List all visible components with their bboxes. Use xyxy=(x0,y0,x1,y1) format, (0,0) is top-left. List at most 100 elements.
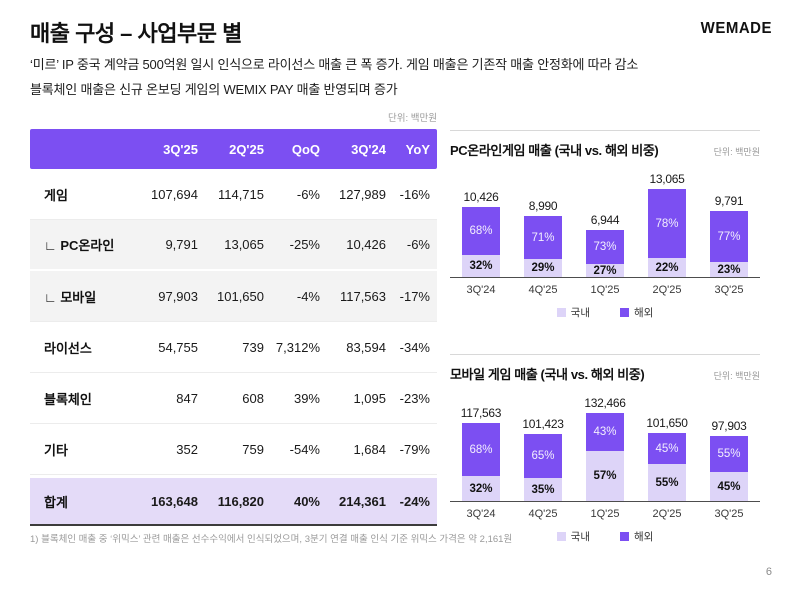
table-row: 게임 107,694 114,715 -6% 127,989 -16% xyxy=(30,169,437,220)
overseas-segment: 77% xyxy=(710,211,748,262)
revenue-table-section: 단위: 백만원 3Q'25 2Q'25 QoQ 3Q'24 YoY 게임 107,694 11… xyxy=(30,110,437,526)
bar-total-label: 101,650 xyxy=(646,416,688,430)
stacked-bar: 43% 57% xyxy=(586,413,624,501)
domestic-segment: 27% xyxy=(586,264,624,277)
table-cell: 107,694 xyxy=(151,186,198,202)
overseas-segment: 78% xyxy=(648,189,686,258)
x-axis-line xyxy=(450,501,760,502)
x-axis-tick-label: 3Q'24 xyxy=(466,284,496,296)
x-axis-tick-label: 1Q'25 xyxy=(590,508,620,520)
mobile-chart: 모바일 게임 매출 (국내 vs. 해외 비중) 단위: 백만원 117,563… xyxy=(450,354,760,557)
bar-group: 132,466 43% 57% xyxy=(578,396,632,501)
charts-panel: PC온라인게임 매출 (국내 vs. 해외 비중) 단위: 백만원 10,426… xyxy=(450,130,760,557)
domestic-segment: 22% xyxy=(648,258,686,277)
row-label: 합계 xyxy=(44,494,68,510)
chart-legend: 국내 해외 xyxy=(450,305,760,333)
row-label: 블록체인 xyxy=(44,391,92,407)
table-cell: 83,594 xyxy=(346,339,386,355)
legend-label: 국내 xyxy=(570,531,590,543)
table-cell: 214,361 xyxy=(339,493,386,509)
bar-total-label: 132,466 xyxy=(584,396,626,410)
legend-item-domestic: 국내 xyxy=(556,529,590,544)
domestic-segment: 29% xyxy=(524,259,562,277)
table-cell: 97,903 xyxy=(158,288,198,304)
overseas-segment: 43% xyxy=(586,413,624,451)
bar-total-label: 10,426 xyxy=(463,190,499,204)
overseas-swatch-icon xyxy=(620,532,629,541)
table-row: 기타 352 759 -54% 1,684 -79% xyxy=(30,424,437,475)
table-unit-label: 단위: 백만원 xyxy=(388,113,437,124)
bar-group: 13,065 78% 22% xyxy=(640,172,694,277)
legend-item-overseas: 해외 xyxy=(620,305,653,320)
footnote: 1) 블록체인 매출 중 ‘위믹스’ 관련 매출은 선수수익에서 인식되었으며,… xyxy=(30,534,513,545)
bar-group: 97,903 55% 45% xyxy=(702,419,756,501)
revenue-table: 3Q'25 2Q'25 QoQ 3Q'24 YoY 게임 107,694 114,715 -6%… xyxy=(30,129,437,526)
chart-unit-label: 단위: 백만원 xyxy=(713,371,760,381)
table-cell: 7,312% xyxy=(275,339,320,355)
table-cell: -79% xyxy=(399,441,430,457)
domestic-swatch-icon xyxy=(556,532,566,541)
table-cell: -4% xyxy=(296,288,320,304)
column-header: 2Q'25 xyxy=(229,141,264,157)
legend-item-domestic: 국내 xyxy=(556,305,590,320)
bar-group: 6,944 73% 27% xyxy=(578,213,632,277)
x-axis-tick-label: 1Q'25 xyxy=(590,284,620,296)
table-cell: -54% xyxy=(289,441,320,457)
overseas-segment: 73% xyxy=(586,230,624,264)
overseas-swatch-icon xyxy=(620,308,629,317)
summary-line-1: ‘미르’ IP 중국 계약금 500억원 일시 인식으로 라이선스 매출 큰 폭… xyxy=(30,57,639,72)
overseas-segment: 45% xyxy=(648,433,686,464)
chart-title: PC온라인게임 매출 (국내 vs. 해외 비중) xyxy=(450,143,659,158)
bar-total-label: 101,423 xyxy=(522,417,564,431)
bar-group: 9,791 77% 23% xyxy=(702,194,756,277)
stacked-bar: 55% 45% xyxy=(710,436,748,501)
table-cell: -16% xyxy=(399,186,430,202)
table-cell: 117,563 xyxy=(339,288,386,304)
column-header: QoQ xyxy=(291,141,320,157)
bar-total-label: 9,791 xyxy=(714,194,744,208)
table-row: 합계 163,648 116,820 40% 214,361 -24% xyxy=(30,475,437,526)
chart-unit-label: 단위: 백만원 xyxy=(713,147,760,157)
column-header: YoY xyxy=(405,141,430,157)
stacked-bar: 45% 55% xyxy=(648,433,686,501)
bar-group: 101,423 65% 35% xyxy=(516,417,570,501)
overseas-segment: 68% xyxy=(462,423,500,476)
table-row: ∟ PC온라인 9,791 13,065 -25% 10,426 -6% xyxy=(30,220,437,271)
stacked-bar: 65% 35% xyxy=(524,434,562,501)
table-row: 블록체인 847 608 39% 1,095 -23% xyxy=(30,373,437,424)
chart-title: 모바일 게임 매출 (국내 vs. 해외 비중) xyxy=(450,367,645,382)
chart-header: PC온라인게임 매출 (국내 vs. 해외 비중) 단위: 백만원 xyxy=(450,140,760,159)
x-axis-tick-label: 3Q'24 xyxy=(466,508,496,520)
column-header: 3Q'25 xyxy=(163,141,198,157)
page-number: 6 xyxy=(765,566,772,578)
x-axis-tick-label: 2Q'25 xyxy=(652,284,682,296)
overseas-segment: 71% xyxy=(524,216,562,259)
bar-total-label: 117,563 xyxy=(460,406,502,420)
table-header-row: 3Q'25 2Q'25 QoQ 3Q'24 YoY xyxy=(30,129,437,169)
domestic-segment: 32% xyxy=(462,476,500,501)
table-cell: 10,426 xyxy=(346,237,386,252)
table-cell: 39% xyxy=(293,390,320,406)
table-cell: 116,820 xyxy=(217,493,264,509)
bar-group: 101,650 45% 55% xyxy=(640,416,694,501)
table-cell: 9,791 xyxy=(165,237,198,252)
wemade-logo: WEMADE xyxy=(700,19,772,38)
bar-plot: 10,426 68% 32% 8,990 71% 29% 6,944 73% 27% 13,065… xyxy=(450,165,760,277)
table-cell: 847 xyxy=(176,390,198,406)
stacked-bar: 68% 32% xyxy=(462,207,500,277)
legend-item-overseas: 해외 xyxy=(620,529,653,544)
table-cell: 13,065 xyxy=(224,237,264,252)
bar-plot: 117,563 68% 32% 101,423 65% 35% 132,466 43% 57% 1… xyxy=(450,389,760,501)
table-cell: -23% xyxy=(399,390,430,406)
table-cell: 54,755 xyxy=(158,339,198,355)
page-title: 매출 구성 – 사업부문 별 xyxy=(30,21,242,46)
stacked-bar: 78% 22% xyxy=(648,189,686,277)
x-axis-tick-label: 2Q'25 xyxy=(652,508,682,520)
chart-header: 모바일 게임 매출 (국내 vs. 해외 비중) 단위: 백만원 xyxy=(450,364,760,383)
table-cell: 739 xyxy=(242,339,264,355)
bar-total-label: 97,903 xyxy=(711,419,747,433)
x-axis-tick-label: 3Q'25 xyxy=(714,508,744,520)
table-cell: 114,715 xyxy=(217,186,264,202)
x-axis-tick-label: 4Q'25 xyxy=(528,508,558,520)
bar-total-label: 6,944 xyxy=(590,213,620,227)
